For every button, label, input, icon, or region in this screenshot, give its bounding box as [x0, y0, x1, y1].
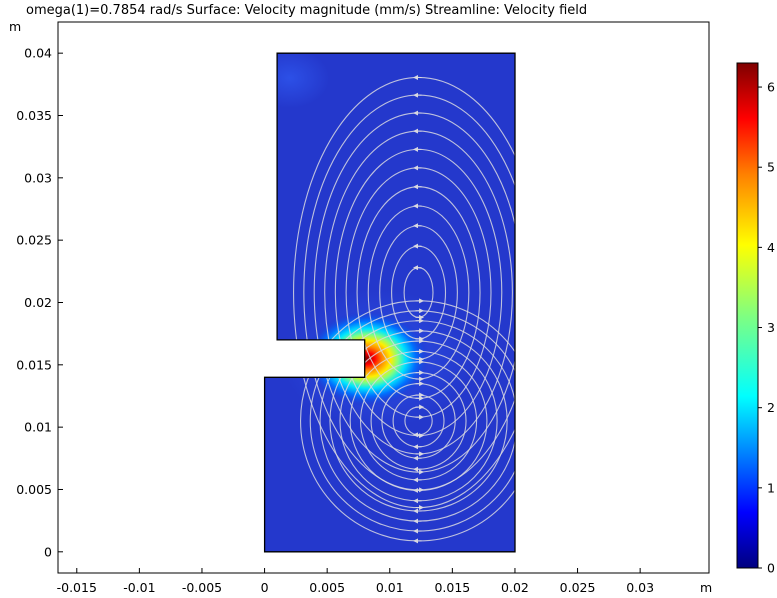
x-tick-label: 0.02 [501, 580, 529, 595]
y-tick-label: 0.005 [16, 482, 52, 497]
x-tick-label: 0.03 [626, 580, 654, 595]
y-tick-label: 0.02 [24, 295, 52, 310]
plot-frame [57, 21, 710, 574]
streamline [359, 361, 478, 481]
streamline [404, 406, 433, 436]
y-tick-label: 0 [44, 544, 52, 559]
streamline [309, 310, 515, 532]
streamline [319, 320, 515, 522]
x-tick-label: 0 [261, 580, 269, 595]
x-tick-label: 0.005 [309, 580, 345, 595]
y-tick-label: 0.04 [24, 46, 52, 61]
streamline [324, 130, 513, 455]
colorbar-tick-label: 5 [767, 160, 775, 175]
x-tick-label: -0.005 [182, 580, 222, 595]
colorbar-tick-label: 1 [767, 480, 775, 495]
colorbar-tick-label: 0 [767, 561, 775, 576]
streamline [379, 225, 458, 360]
streamline [303, 94, 515, 491]
y-axis: 0 0.005 0.01 0.015 0.02 0.025 0.03 0.035 0.04 [16, 46, 63, 559]
y-tick-label: 0.025 [16, 233, 52, 248]
streamline [403, 267, 434, 318]
y-tick-label: 0.03 [24, 170, 52, 185]
colorbar-tick-label: 4 [767, 240, 775, 255]
y-tick-label: 0.015 [16, 357, 52, 372]
colorbar-tick-label: 3 [767, 320, 775, 335]
colorbar-ticks: 0 1 2 3 4 5 6 [758, 80, 775, 576]
streamlines [293, 75, 515, 544]
colorbar-tick-label: 6 [767, 80, 775, 95]
x-tick-label: 0.01 [376, 580, 404, 595]
streamline [300, 300, 515, 542]
plot-title: omega(1)=0.7854 rad/s Surface: Velocity … [26, 3, 588, 18]
x-tick-label: 0.015 [434, 580, 470, 595]
x-axis-unit: m [700, 580, 712, 595]
x-axis: -0.015 -0.01 -0.005 0 0.005 0.01 0.015 0.02 0.02… [57, 568, 654, 595]
x-tick-label: -0.015 [57, 580, 97, 595]
streamline [381, 383, 456, 459]
x-tick-label: 0.025 [560, 580, 596, 595]
domain-outline [263, 52, 516, 553]
streamline [356, 186, 481, 399]
y-tick-label: 0.01 [24, 420, 52, 435]
streamline [313, 112, 515, 473]
streamline [367, 205, 470, 380]
velocity-surface [264, 53, 515, 552]
y-tick-label: 0.035 [16, 108, 52, 123]
streamline [392, 394, 445, 448]
streamline [349, 350, 488, 492]
streamline [345, 167, 492, 418]
streamline [293, 76, 515, 509]
streamline [329, 330, 508, 512]
x-tick-label: -0.01 [123, 580, 155, 595]
colorbar [736, 62, 759, 569]
streamline [339, 340, 498, 502]
streamline [334, 148, 503, 437]
streamline [370, 372, 467, 470]
y-axis-unit: m [9, 19, 21, 34]
colorbar-tick-label: 2 [767, 400, 775, 415]
